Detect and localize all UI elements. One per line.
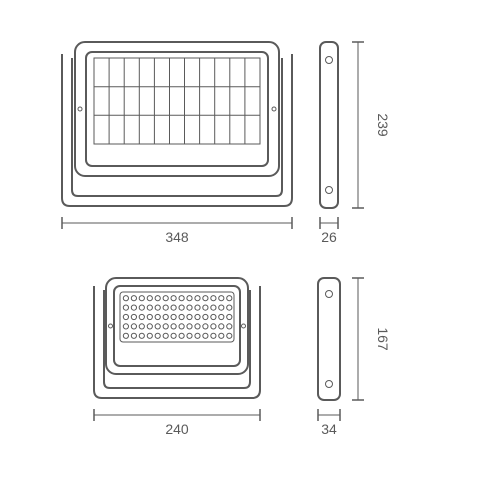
- bottom-led-array: [123, 296, 232, 339]
- top-bracket: [62, 54, 292, 206]
- bottom-side-body: [318, 278, 340, 400]
- bottom-lamp-bezel: [114, 286, 240, 366]
- bottom-front-view: [94, 278, 260, 398]
- top-side-height-dim: 239: [352, 42, 391, 208]
- bottom-side-width-label: 34: [321, 421, 337, 437]
- bottom-side-width-dim: 34: [318, 409, 340, 437]
- bottom-front-width-label: 240: [165, 421, 189, 437]
- top-front-width-label: 348: [165, 229, 189, 245]
- top-grid-vlines: [109, 58, 245, 144]
- top-lamp-body: [75, 42, 279, 176]
- top-grid-hlines: [94, 87, 260, 116]
- top-front-width-dim: 348: [62, 217, 292, 245]
- bottom-pivot-left: [109, 324, 113, 328]
- bottom-pivot-right: [242, 324, 246, 328]
- bottom-side-hole-top: [326, 291, 333, 298]
- top-lamp-bezel: [86, 52, 268, 166]
- bottom-side-view: [318, 278, 340, 400]
- bottom-side-height-dim: 167: [352, 278, 391, 400]
- top-pivot-left: [78, 107, 82, 111]
- top-side-width-dim: 26: [320, 217, 338, 245]
- bottom-side-height-label: 167: [375, 327, 391, 351]
- top-pivot-right: [272, 107, 276, 111]
- top-side-height-label: 239: [375, 113, 391, 137]
- bottom-side-hole-bottom: [326, 381, 333, 388]
- bottom-front-width-dim: 240: [94, 409, 260, 437]
- bottom-led-panel: [120, 292, 234, 342]
- top-side-view: [320, 42, 338, 208]
- top-front-view: [62, 42, 292, 206]
- dimension-drawing: 348 26 239: [0, 0, 500, 500]
- top-solar-panel: [94, 58, 260, 144]
- top-side-body: [320, 42, 338, 208]
- top-side-width-label: 26: [321, 229, 337, 245]
- top-side-hole-top: [326, 57, 333, 64]
- top-side-hole-bottom: [326, 187, 333, 194]
